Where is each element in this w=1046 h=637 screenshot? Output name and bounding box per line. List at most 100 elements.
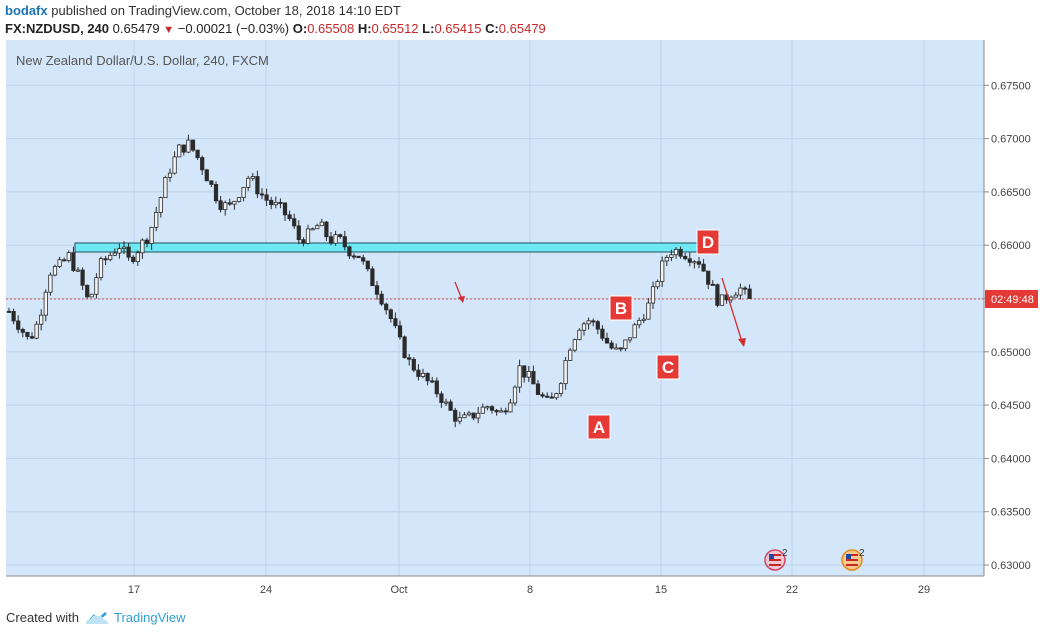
candle-body — [614, 347, 619, 350]
candle-body — [407, 357, 412, 360]
candle — [434, 377, 439, 398]
candle-body — [154, 212, 159, 228]
candle — [508, 398, 513, 413]
price-chart[interactable]: A B C D New Zealand Dollar/U.S. Dollar, 240… — [0, 40, 1046, 602]
candle — [683, 252, 688, 261]
candle-body — [554, 393, 559, 399]
flag-canton — [769, 554, 774, 559]
candle-body — [660, 260, 665, 282]
candle-body — [641, 318, 646, 321]
candle-body — [282, 202, 288, 216]
candle-body — [62, 259, 67, 262]
candle-body — [103, 258, 108, 261]
candle-body — [43, 291, 48, 316]
candle-body — [379, 293, 384, 305]
candle-body — [361, 257, 366, 262]
candle — [526, 366, 531, 382]
wave-label-box — [587, 414, 611, 440]
candle — [457, 411, 462, 425]
candle — [655, 279, 660, 290]
candle-body — [250, 176, 255, 179]
candle — [503, 407, 508, 415]
candle — [301, 237, 306, 247]
candle — [485, 405, 490, 411]
candle — [719, 294, 725, 306]
candle — [48, 272, 53, 296]
candle — [641, 314, 646, 324]
candle — [637, 317, 642, 329]
candle-body — [204, 169, 209, 182]
candle — [177, 143, 182, 158]
candle-body — [287, 214, 292, 220]
candle — [393, 312, 398, 329]
candle — [738, 283, 743, 300]
candle — [715, 283, 720, 308]
price-tick-label: 0.66500 — [991, 187, 1031, 199]
candle — [347, 245, 352, 260]
candle-body — [402, 336, 407, 359]
candle-body — [94, 277, 99, 295]
candle — [20, 327, 25, 338]
candle — [186, 134, 191, 154]
event-count: 2 — [782, 548, 788, 559]
candle — [39, 309, 44, 331]
candle — [273, 196, 278, 209]
time-tick-label: 15 — [655, 584, 667, 596]
candle — [646, 298, 651, 320]
author-name[interactable]: bodafx — [5, 3, 48, 18]
candle-body — [489, 406, 495, 411]
candle — [241, 186, 246, 202]
candle-body — [701, 263, 706, 272]
candle-body — [494, 409, 499, 413]
candle — [328, 231, 334, 246]
candle — [259, 188, 265, 200]
candle — [94, 273, 99, 299]
candle — [614, 343, 619, 350]
candle-body — [443, 401, 449, 404]
down-arrow-icon: ▼ — [163, 24, 175, 36]
us-flag-icon[interactable]: 2 — [764, 548, 788, 571]
candle-body — [80, 269, 85, 286]
candle — [710, 280, 715, 286]
time-tick-label: 17 — [128, 584, 140, 596]
candle-body — [637, 319, 642, 326]
tradingview-brand: TradingView — [113, 610, 186, 625]
symbol-label: FX:NZDUSD, 240 — [5, 21, 110, 36]
wave-labels: A B C D — [587, 229, 720, 440]
candle-body — [425, 372, 430, 382]
candle-body — [310, 228, 315, 231]
price-axis-ticks: 0.630000.635000.640000.645000.650000.655… — [984, 80, 1031, 572]
candle — [664, 255, 669, 267]
time-tick-label: 29 — [918, 584, 930, 596]
candle-body — [655, 281, 660, 288]
candle-body — [577, 329, 582, 341]
flag-stripe — [846, 564, 858, 566]
candle-body — [485, 406, 490, 409]
candle — [577, 328, 582, 341]
candle-body — [6, 310, 12, 313]
us-flag-icon[interactable]: 2 — [841, 548, 865, 571]
candle-body — [526, 371, 531, 378]
candle-body — [430, 380, 435, 383]
candle — [678, 246, 683, 259]
candle-body — [476, 412, 481, 419]
time-axis[interactable] — [6, 577, 984, 602]
event-count: 2 — [859, 548, 865, 559]
candle-body — [471, 412, 476, 419]
price-tick-label: 0.66000 — [991, 240, 1031, 252]
candle — [158, 196, 163, 218]
candle-body — [232, 200, 237, 205]
tradingview-link[interactable]: TradingView — [85, 610, 186, 625]
candle-body — [503, 410, 508, 413]
candle — [572, 338, 577, 353]
candle — [627, 337, 633, 343]
candle-body — [126, 246, 131, 258]
candle — [236, 197, 242, 203]
price-change: −0.00021 (−0.03%) — [177, 21, 290, 36]
candle — [733, 291, 738, 298]
candle — [407, 353, 412, 366]
candle-body — [75, 269, 81, 272]
candle — [370, 266, 375, 287]
candle — [591, 318, 596, 327]
